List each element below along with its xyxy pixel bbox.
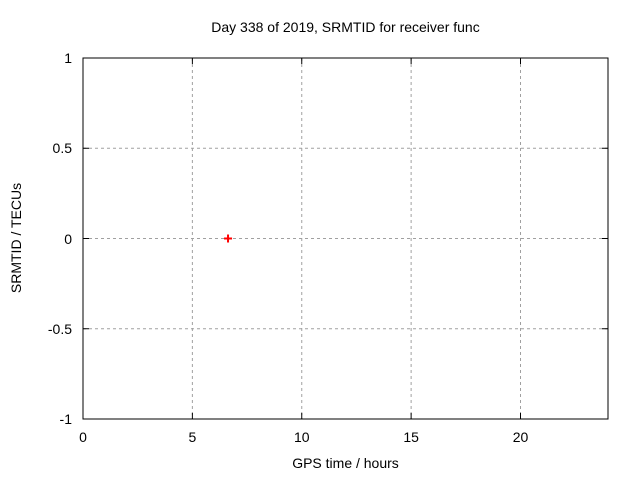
chart-title: Day 338 of 2019, SRMTID for receiver fun… — [211, 19, 480, 35]
x-axis-label: GPS time / hours — [292, 455, 399, 471]
y-tick-label: -1 — [59, 411, 72, 427]
y-tick-label: 1 — [64, 50, 72, 66]
y-tick-label: -0.5 — [47, 320, 72, 337]
x-tick-label: 20 — [512, 429, 529, 445]
x-tick-label: 0 — [79, 429, 87, 445]
x-tick-label: 10 — [293, 429, 310, 445]
y-tick-label: 0.5 — [52, 140, 72, 157]
x-tick-label: 15 — [403, 429, 419, 445]
y-tick-label: 0 — [64, 230, 72, 247]
x-tick-label: 5 — [188, 429, 197, 445]
